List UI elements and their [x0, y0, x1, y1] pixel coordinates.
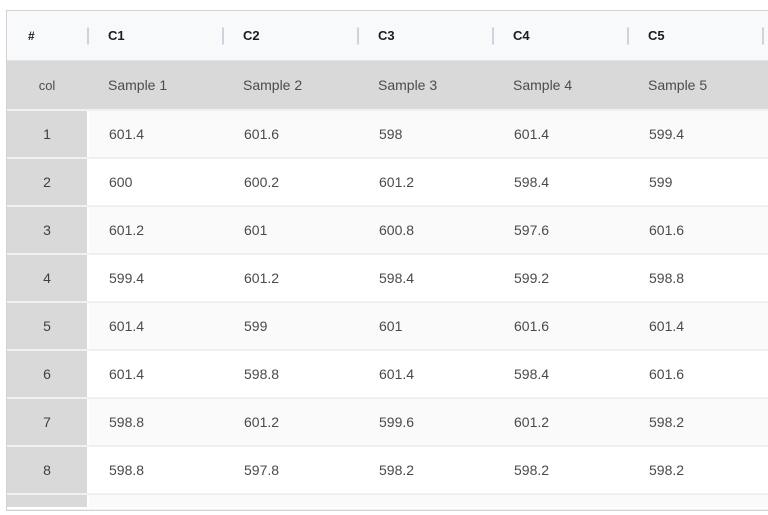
column-header-label: C1	[108, 28, 125, 43]
column-header-label: C3	[378, 28, 395, 43]
table-row: 7 598.8 601.2 599.6 601.2 598.2	[7, 397, 768, 445]
partial-row	[7, 493, 768, 507]
column-subheader[interactable]: Sample 2	[243, 77, 303, 93]
table-row: 8 598.8 597.8 598.2 598.2 598.2	[7, 445, 768, 493]
data-cell[interactable]: 598.4	[514, 366, 550, 382]
index-subheader-cell[interactable]: col	[38, 77, 56, 93]
data-cell[interactable]: 599	[649, 174, 673, 190]
row-index-cell[interactable]: 1	[7, 111, 89, 157]
data-cell[interactable]: 599.4	[109, 270, 145, 286]
data-cell[interactable]: 598.8	[649, 270, 685, 286]
table-row: 3 601.2 601 600.8 597.6 601.6	[7, 205, 768, 253]
column-divider-icon	[357, 27, 359, 44]
column-divider-icon	[87, 27, 89, 44]
column-subheader[interactable]: Sample 5	[648, 77, 708, 93]
data-cell[interactable]: 601.2	[109, 222, 145, 238]
row-index-cell[interactable]: 3	[7, 207, 89, 253]
data-cell[interactable]: 601.4	[379, 366, 415, 382]
table-row: 4 599.4 601.2 598.4 599.2 598.8	[7, 253, 768, 301]
data-cell[interactable]: 598.2	[649, 462, 685, 478]
data-cell[interactable]: 601.2	[244, 270, 280, 286]
data-cell[interactable]: 601.6	[514, 318, 550, 334]
data-cell[interactable]: 600.8	[379, 222, 415, 238]
column-header[interactable]: C2	[222, 11, 357, 60]
data-cell[interactable]: 598.8	[244, 366, 280, 382]
index-column-header[interactable]: #	[28, 28, 35, 43]
row-index-cell[interactable]: 4	[7, 255, 89, 301]
horizontal-scrollbar[interactable]: ◄	[7, 507, 768, 510]
data-cell[interactable]: 598.2	[514, 462, 550, 478]
scroll-left-arrow-icon[interactable]: ◄	[7, 509, 29, 510]
row-index-cell[interactable]: 6	[7, 351, 89, 397]
data-cell[interactable]: 601.2	[379, 174, 415, 190]
row-index-cell[interactable]: 8	[7, 447, 89, 493]
row-index-cell[interactable]: 7	[7, 399, 89, 445]
subheader-row: col Sample 1 Sample 2 Sample 3 Sample 4 Samp…	[7, 60, 768, 109]
column-header-label: C2	[243, 28, 260, 43]
column-header[interactable]: C3	[357, 11, 492, 60]
table-row: 2 600 600.2 601.2 598.4 599	[7, 157, 768, 205]
partial-row-index-cell[interactable]	[7, 495, 89, 507]
data-cell[interactable]: 599.4	[649, 126, 685, 142]
column-subheader[interactable]: Sample 4	[513, 77, 573, 93]
column-divider-icon	[222, 27, 224, 44]
data-cell[interactable]: 600.2	[244, 174, 280, 190]
data-cell[interactable]: 597.6	[514, 222, 550, 238]
data-cell[interactable]: 599	[244, 318, 268, 334]
column-header[interactable]: C5	[627, 11, 762, 60]
table-row: 5 601.4 599 601 601.6 601.4	[7, 301, 768, 349]
data-cell[interactable]: 601.4	[109, 318, 145, 334]
column-divider-icon	[627, 27, 629, 44]
column-divider-icon	[762, 27, 764, 44]
column-header[interactable]: C4	[492, 11, 627, 60]
data-table: # C1 C2 C3 C4 C5 col Sample 1 Sample 2 Sample …	[6, 10, 768, 511]
data-cell[interactable]: 597.8	[244, 462, 280, 478]
data-cell[interactable]: 601.6	[649, 366, 685, 382]
data-cell[interactable]: 598.2	[649, 414, 685, 430]
data-cell[interactable]: 601.2	[244, 414, 280, 430]
data-cell[interactable]: 599.2	[514, 270, 550, 286]
data-cell[interactable]: 598.4	[514, 174, 550, 190]
data-cell[interactable]: 598	[379, 126, 403, 142]
column-header-label: C5	[648, 28, 665, 43]
column-divider-icon	[492, 27, 494, 44]
column-subheader[interactable]: Sample 1	[108, 77, 168, 93]
column-header[interactable]: C1	[87, 11, 222, 60]
header-row: # C1 C2 C3 C4 C5	[7, 11, 768, 60]
data-cell[interactable]: 598.8	[109, 414, 145, 430]
table-row: 1 601.4 601.6 598 601.4 599.4	[7, 109, 768, 157]
column-header-clipped	[762, 11, 768, 60]
row-index-cell[interactable]: 2	[7, 159, 89, 205]
data-cell[interactable]: 601.4	[514, 126, 550, 142]
table-row: 6 601.4 598.8 601.4 598.4 601.6	[7, 349, 768, 397]
column-header-label: C4	[513, 28, 530, 43]
data-cell[interactable]: 601.2	[514, 414, 550, 430]
data-cell[interactable]: 601.4	[109, 366, 145, 382]
data-cell[interactable]: 598.8	[109, 462, 145, 478]
data-cell[interactable]: 601.4	[649, 318, 685, 334]
data-cell[interactable]: 598.4	[379, 270, 415, 286]
row-index-cell[interactable]: 5	[7, 303, 89, 349]
data-cell[interactable]: 601.6	[649, 222, 685, 238]
data-cell[interactable]: 598.2	[379, 462, 415, 478]
data-cell[interactable]: 601.4	[109, 126, 145, 142]
data-cell[interactable]: 601	[379, 318, 403, 334]
data-cell[interactable]: 601	[244, 222, 268, 238]
data-cell[interactable]: 601.6	[244, 126, 280, 142]
column-subheader[interactable]: Sample 3	[378, 77, 438, 93]
data-cell[interactable]: 599.6	[379, 414, 415, 430]
data-cell[interactable]: 600	[109, 174, 133, 190]
